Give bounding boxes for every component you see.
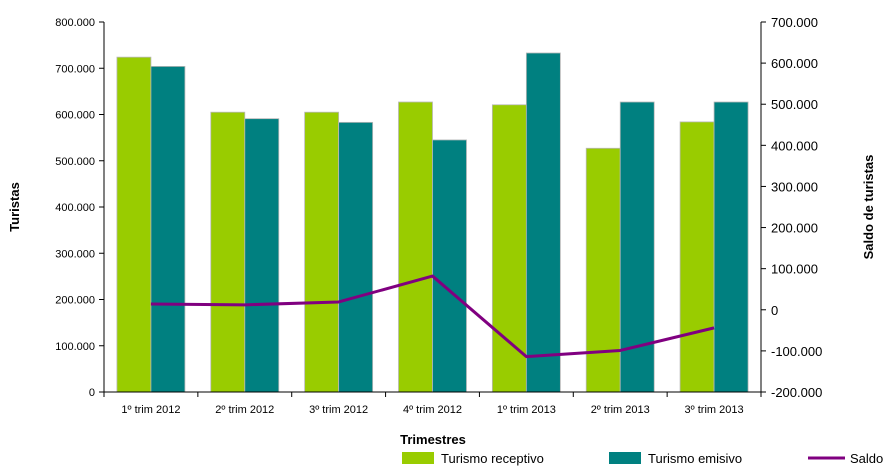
saldo-line — [150, 274, 715, 359]
right-tick-label: -100.000 — [771, 344, 822, 359]
legend-swatch-receptivo — [402, 452, 434, 464]
bar-emisivo — [525, 52, 561, 393]
left-tick-label: 200.000 — [55, 295, 95, 307]
bar-receptivo — [398, 101, 433, 393]
left-tick-label: 700.000 — [55, 63, 95, 75]
legend-label-emisivo: Turismo emisivo — [648, 451, 742, 466]
legend: Turismo receptivo Turismo emisivo Saldo — [402, 451, 883, 466]
bar-receptivo — [210, 111, 246, 393]
bar-receptivo — [679, 121, 715, 393]
left-tick-label: 300.000 — [55, 248, 95, 260]
right-tick-label: 400.000 — [771, 138, 818, 153]
right-tick-label: 500.000 — [771, 97, 818, 112]
y2-axis-title: Saldo de turistas — [861, 155, 876, 260]
left-tick-label: 0 — [89, 387, 95, 399]
x-axis-ticks: 1º trim 2012 2º trim 2012 3º trim 2012 4º t… — [103, 392, 762, 416]
left-tick-label: 100.000 — [55, 341, 95, 353]
x-tick-label: 3º trim 2013 — [685, 404, 744, 416]
saldo-line-layer — [150, 274, 715, 359]
x-tick-label: 1º trim 2013 — [497, 404, 556, 416]
x-axis-title: Trimestres — [400, 432, 466, 447]
left-tick-label: 500.000 — [55, 156, 95, 168]
bar-receptivo — [116, 56, 152, 393]
x-tick-label: 2º trim 2012 — [215, 404, 274, 416]
legend-label-saldo: Saldo — [850, 451, 883, 466]
left-tick-label: 800.000 — [55, 17, 95, 29]
bar-emisivo — [338, 121, 374, 393]
right-tick-label: 300.000 — [771, 179, 818, 194]
bar-receptivo — [491, 104, 527, 393]
bar-receptivo — [304, 111, 340, 393]
legend-swatch-emisivo — [609, 452, 641, 464]
right-tick-label: 200.000 — [771, 221, 818, 236]
right-tick-label: -200.000 — [771, 385, 822, 400]
right-axis-ticks: -200.000 -100.000 0 100.000 200.000 300.000 40… — [761, 15, 822, 400]
left-tick-label: 600.000 — [55, 110, 95, 122]
y-axis-title: Turistas — [7, 182, 22, 232]
bar-emisivo — [432, 139, 467, 393]
left-tick-label: 400.000 — [55, 202, 95, 214]
bar-receptivo — [585, 147, 621, 393]
x-tick-label: 4º trim 2012 — [403, 404, 462, 416]
x-tick-label: 3º trim 2012 — [309, 404, 368, 416]
bar-emisivo — [713, 101, 749, 393]
bar-emisivo — [244, 118, 280, 393]
x-tick-label: 2º trim 2013 — [591, 404, 650, 416]
right-tick-label: 100.000 — [771, 262, 818, 277]
left-axis-ticks: 0 100.000 200.000 300.000 400.000 500.000 600.… — [55, 17, 104, 399]
right-tick-label: 0 — [771, 303, 778, 318]
right-tick-label: 600.000 — [771, 56, 818, 71]
x-tick-label: 1º trim 2012 — [121, 404, 180, 416]
legend-label-receptivo: Turismo receptivo — [441, 451, 544, 466]
bar-emisivo — [150, 66, 186, 393]
right-tick-label: 700.000 — [771, 15, 818, 30]
